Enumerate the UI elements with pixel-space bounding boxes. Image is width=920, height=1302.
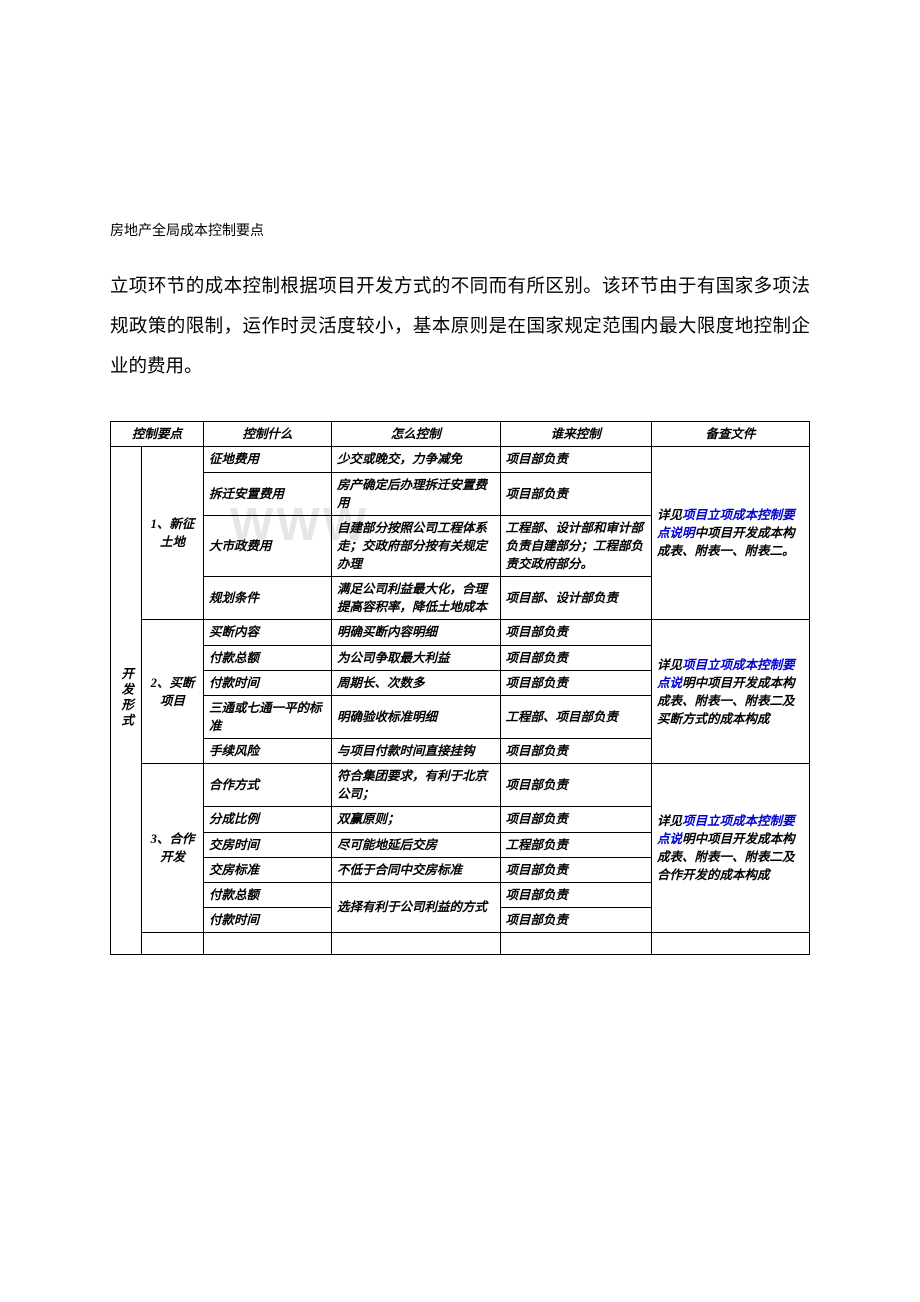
dev-mode-label: 开发形式 (117, 667, 135, 729)
table-wrapper: WWW 控制要点 控制什么 怎么控制 谁来控制 备查文件 开发形式 1、新征土地… (110, 421, 810, 955)
cell-how: 周期长、次数多 (331, 670, 500, 695)
header-ref: 备查文件 (652, 422, 810, 447)
cell-what: 规划条件 (203, 577, 331, 620)
cell-how: 为公司争取最大利益 (331, 645, 500, 670)
empty-cell (331, 933, 500, 955)
cell-how: 与项目付款时间直接挂钩 (331, 739, 500, 764)
cell-what: 付款时间 (203, 670, 331, 695)
cell-who: 项目部负责 (500, 472, 652, 515)
empty-cell (652, 933, 810, 955)
cell-who: 项目部负责 (500, 857, 652, 882)
note-1-pre: 详见 (657, 508, 682, 522)
cost-control-table: 控制要点 控制什么 怎么控制 谁来控制 备查文件 开发形式 1、新征土地 征地费… (110, 421, 810, 955)
empty-cell (142, 933, 204, 955)
cell-how: 自建部分按照公司工程体系走；交政府部分按有关规定办理 (331, 515, 500, 576)
header-what: 控制什么 (203, 422, 331, 447)
cell-how: 尽可能地延后交房 (331, 832, 500, 857)
header-row: 控制要点 控制什么 怎么控制 谁来控制 备查文件 (111, 422, 810, 447)
cell-who: 项目部负责 (500, 645, 652, 670)
document-page: 房地产全局成本控制要点 立项环节的成本控制根据项目开发方式的不同而有所区别。该环… (0, 0, 920, 1015)
cell-what: 拆迁安置费用 (203, 472, 331, 515)
cell-who: 项目部负责 (500, 670, 652, 695)
cell-what: 大市政费用 (203, 515, 331, 576)
header-control-point: 控制要点 (111, 422, 204, 447)
note-3: 详见项目立项成本控制要点说明中项目开发成本构成表、附表一、附表二及合作开发的成本… (652, 764, 810, 933)
cell-how: 不低于合同中交房标准 (331, 857, 500, 882)
note-1: 详见项目立项成本控制要点说明中项目开发成本构成表、附表一、附表二。 (652, 447, 810, 620)
table-row: 3、合作开发 合作方式 符合集团要求，有利于北京公司； 项目部负责 详见项目立项… (111, 764, 810, 807)
cell-who: 项目部负责 (500, 739, 652, 764)
section-3-label: 3、合作开发 (142, 764, 204, 933)
section-2-label: 2、买断项目 (142, 620, 204, 764)
cell-who: 项目部、设计部负责 (500, 577, 652, 620)
empty-cell (203, 933, 331, 955)
intro-paragraph: 立项环节的成本控制根据项目开发方式的不同而有所区别。该环节由于有国家多项法规政策… (110, 268, 810, 387)
empty-row (111, 933, 810, 955)
header-how: 怎么控制 (331, 422, 500, 447)
cell-how: 双赢原则； (331, 807, 500, 832)
cell-who: 项目部负责 (500, 764, 652, 807)
cell-how: 符合集团要求，有利于北京公司； (331, 764, 500, 807)
cell-how: 少交或晚交，力争减免 (331, 447, 500, 472)
cell-how: 房产确定后办理拆迁安置费用 (331, 472, 500, 515)
empty-cell (500, 933, 652, 955)
cell-what: 征地费用 (203, 447, 331, 472)
table-row: 开发形式 1、新征土地 征地费用 少交或晚交，力争减免 项目部负责 详见项目立项… (111, 447, 810, 472)
note-2: 详见项目立项成本控制要点说明中项目开发成本构成表、附表一、附表二及买断方式的成本… (652, 620, 810, 764)
cell-how-top: 选择有利于公司利益的 (337, 900, 462, 914)
note-3-pre: 详见 (657, 814, 682, 828)
cell-what: 付款总额 (203, 645, 331, 670)
section-1-label: 1、新征土地 (142, 447, 204, 620)
cell-how: 明确验收标准明细 (331, 695, 500, 738)
cell-what: 分成比例 (203, 807, 331, 832)
cell-how-merged: 选择有利于公司利益的方式 (331, 882, 500, 932)
cell-what: 手续风险 (203, 739, 331, 764)
cell-who: 工程部负责 (500, 832, 652, 857)
cell-who: 项目部负责 (500, 882, 652, 907)
cell-what: 付款总额 (203, 882, 331, 907)
cell-who: 工程部、设计部和审计部负责自建部分；工程部负责交政府部分。 (500, 515, 652, 576)
cell-who: 项目部负责 (500, 907, 652, 932)
cell-who: 项目部负责 (500, 447, 652, 472)
cell-what: 交房标准 (203, 857, 331, 882)
cell-what: 三通或七通一平的标准 (203, 695, 331, 738)
table-row: 2、买断项目 买断内容 明确买断内容明细 项目部负责 详见项目立项成本控制要点说… (111, 620, 810, 645)
cell-who: 工程部、项目部负责 (500, 695, 652, 738)
cell-how: 明确买断内容明细 (331, 620, 500, 645)
cell-how: 满足公司利益最大化，合理提高容积率，降低土地成本 (331, 577, 500, 620)
col-dev-mode: 开发形式 (111, 447, 142, 955)
cell-what: 买断内容 (203, 620, 331, 645)
cell-what: 合作方式 (203, 764, 331, 807)
small-title: 房地产全局成本控制要点 (110, 220, 810, 240)
cell-how-bottom: 方式 (462, 900, 487, 914)
header-who: 谁来控制 (500, 422, 652, 447)
cell-who: 项目部负责 (500, 807, 652, 832)
cell-what: 交房时间 (203, 832, 331, 857)
cell-what: 付款时间 (203, 907, 331, 932)
note-2-pre: 详见 (657, 658, 682, 672)
cell-who: 项目部负责 (500, 620, 652, 645)
